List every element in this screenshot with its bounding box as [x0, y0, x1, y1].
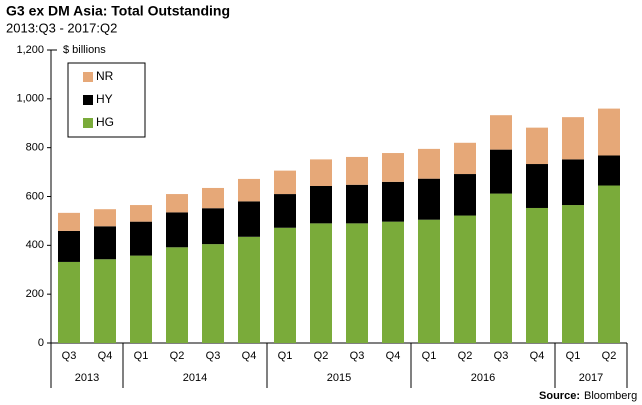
x-tick-label: Q4 — [386, 350, 401, 362]
bar-segment — [598, 185, 620, 343]
x-group-label: 2013 — [75, 372, 99, 384]
legend-label: NR — [96, 69, 114, 83]
bar-segment — [202, 187, 224, 209]
bar-segment — [382, 153, 404, 182]
y-tick-label: 800 — [26, 142, 44, 154]
legend-swatch — [83, 118, 93, 128]
bar-segment — [238, 201, 260, 237]
x-tick-label: Q1 — [422, 350, 437, 362]
bar-segment — [382, 181, 404, 222]
x-tick-label: Q2 — [458, 350, 473, 362]
x-group-label: 2017 — [579, 372, 603, 384]
x-tick-label: Q1 — [278, 350, 293, 362]
bar-segment — [562, 117, 584, 160]
bar-segment — [310, 186, 332, 224]
legend-box — [67, 62, 146, 138]
bar-segment — [310, 223, 332, 343]
y-tick-label: 1,200 — [16, 44, 44, 56]
y-axis-label: $ billions — [63, 44, 106, 56]
bar-segment — [238, 178, 260, 202]
bar-segment — [346, 156, 368, 185]
x-group-label: 2014 — [183, 372, 207, 384]
bar-segment — [274, 227, 296, 343]
bar-segment — [454, 142, 476, 175]
bar-segment — [94, 259, 116, 343]
bar-segment — [166, 247, 188, 343]
bar-segment — [526, 164, 548, 208]
bar-segment — [454, 215, 476, 343]
x-tick-label: Q2 — [170, 350, 185, 362]
legend-label: HG — [96, 115, 114, 129]
x-tick-label: Q3 — [62, 350, 77, 362]
x-tick-label: Q4 — [98, 350, 113, 362]
bar-segment — [490, 115, 512, 150]
x-tick-label: Q3 — [350, 350, 365, 362]
bar-segment — [94, 226, 116, 260]
x-tick-label: Q3 — [206, 350, 221, 362]
x-tick-label: Q4 — [242, 350, 257, 362]
y-tick-label: 400 — [26, 239, 44, 251]
x-tick-label: Q2 — [602, 350, 617, 362]
bar-segment — [130, 221, 152, 256]
bar-segment — [202, 244, 224, 343]
bar-segment — [382, 221, 404, 343]
y-tick-label: 600 — [26, 190, 44, 202]
bar-segment — [166, 194, 188, 213]
source-label: Source: — [539, 390, 580, 402]
y-label-bg — [60, 43, 110, 56]
x-tick-label: Q3 — [494, 350, 509, 362]
x-tick-label: Q4 — [530, 350, 545, 362]
bar-segment — [130, 205, 152, 222]
y-tick-label: 0 — [38, 337, 44, 349]
bar-segment — [310, 159, 332, 187]
bar-segment — [526, 207, 548, 343]
bar-segment — [454, 174, 476, 216]
legend-swatch — [83, 95, 93, 105]
bar-segment — [562, 205, 584, 343]
x-group-label: 2016 — [471, 372, 495, 384]
legend-swatch — [83, 72, 93, 82]
bar-segment — [130, 255, 152, 343]
source: Bloomberg — [584, 390, 637, 402]
bar-segment — [58, 212, 80, 231]
bar-segment — [418, 178, 440, 220]
x-tick-label: Q2 — [314, 350, 329, 362]
bar-segment — [490, 149, 512, 194]
y-tick-label: 1,000 — [16, 93, 44, 105]
y-tick-label: 200 — [26, 288, 44, 300]
legend-label: HY — [96, 92, 113, 106]
bar-segment — [526, 127, 548, 165]
bar-segment — [274, 170, 296, 195]
x-group-label: 2015 — [327, 372, 351, 384]
bar-segment — [58, 261, 80, 343]
bar-segment — [490, 193, 512, 343]
chart-title: G3 ex DM Asia: Total Outstanding — [6, 3, 230, 19]
bar-segment — [238, 236, 260, 343]
x-tick-label: Q1 — [566, 350, 581, 362]
bar-segment — [58, 230, 80, 262]
bar-segment — [346, 223, 368, 343]
bar-segment — [166, 212, 188, 248]
bar-segment — [202, 208, 224, 245]
bar-segment — [418, 148, 440, 179]
bar-segment — [598, 155, 620, 186]
chart-subtitle: 2013:Q3 - 2017:Q2 — [6, 20, 117, 35]
bar-segment — [274, 194, 296, 228]
bar-segment — [94, 209, 116, 227]
bar-segment — [562, 159, 584, 206]
bar-segment — [418, 219, 440, 343]
x-tick-label: Q1 — [134, 350, 149, 362]
bar-segment — [598, 108, 620, 156]
bar-segment — [346, 184, 368, 224]
